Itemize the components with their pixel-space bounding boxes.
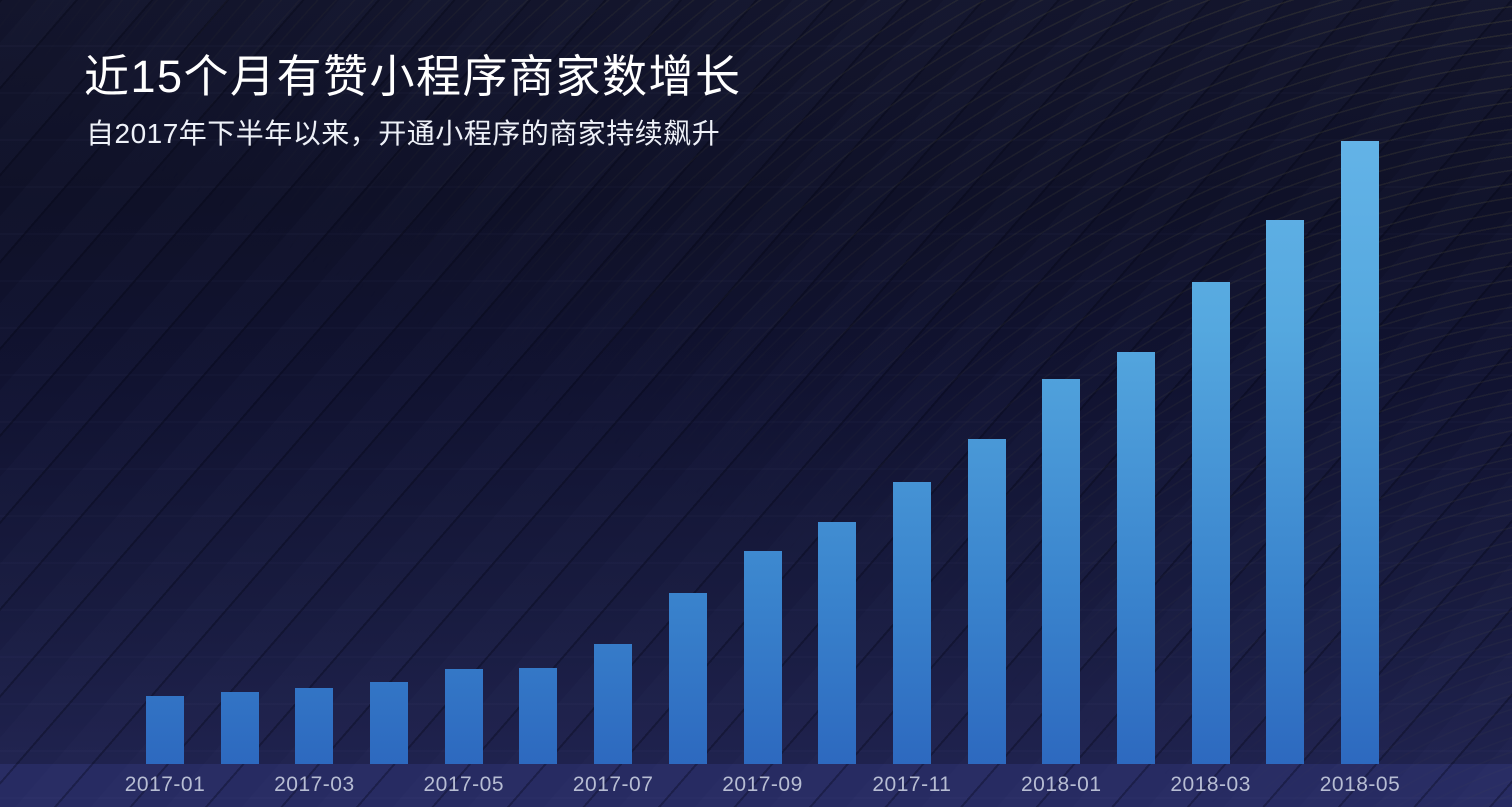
bar-chart: 2017-01 2017-03 2017-05 2017-07 2017-09 2017-… <box>125 141 1400 796</box>
bar-2018-03 <box>1191 282 1230 764</box>
x-tick-label: 2018-01 <box>1020 773 1102 796</box>
bar-2017-06 <box>519 668 558 764</box>
bar-2017-01 <box>146 696 184 764</box>
bar-slot: 2017-09 <box>722 141 802 796</box>
bar-slot <box>1116 141 1155 764</box>
bar-2017-02 <box>220 692 259 764</box>
bar-slot <box>519 141 558 764</box>
bar-2017-08 <box>668 593 707 764</box>
bar-2017-11 <box>892 482 931 764</box>
bar-slot: 2018-03 <box>1170 141 1250 796</box>
bar-slot <box>818 141 857 764</box>
bar-slot: 2017-07 <box>573 141 653 796</box>
bar-slot <box>370 141 409 764</box>
bar-2017-07 <box>594 644 633 764</box>
x-tick-label: 2017-01 <box>124 773 206 796</box>
x-tick-label: 2017-09 <box>722 773 803 796</box>
x-tick-label: 2017-11 <box>872 773 952 796</box>
bar-2018-04 <box>1266 220 1305 764</box>
x-tick-label: 2018-03 <box>1170 773 1251 796</box>
chart-title: 近15个月有赞小程序商家数增长 <box>84 51 742 102</box>
bar-slot: 2017-03 <box>274 141 354 796</box>
bar-2017-12 <box>967 439 1006 764</box>
bar-slot: 2017-05 <box>423 141 504 796</box>
x-tick-label: 2017-07 <box>572 773 654 796</box>
x-axis-band <box>0 764 1512 807</box>
bar-slot: 2018-05 <box>1320 141 1400 796</box>
bar-2017-04 <box>370 682 409 764</box>
bar-slot: 2018-01 <box>1021 141 1101 796</box>
x-tick-label: 2018-05 <box>1319 773 1401 796</box>
bar-slot: 2017-11 <box>872 141 951 796</box>
x-tick-label: 2017-03 <box>274 773 355 796</box>
bar-2018-01 <box>1042 379 1081 764</box>
bar-2018-05 <box>1341 141 1379 764</box>
bar-slot <box>220 141 259 764</box>
bar-slot <box>967 141 1006 764</box>
bar-2018-02 <box>1116 352 1155 764</box>
bar-2017-03 <box>295 688 334 764</box>
bar-slot <box>668 141 707 764</box>
bar-2017-10 <box>818 522 857 764</box>
chart-subtitle: 自2017年下半年以来，开通小程序的商家持续飙升 <box>86 118 721 149</box>
bar-slot <box>1266 141 1305 764</box>
x-tick-label: 2017-05 <box>423 773 505 796</box>
bar-2017-09 <box>743 551 782 764</box>
bar-2017-05 <box>444 669 483 764</box>
bar-slot: 2017-01 <box>125 141 205 796</box>
